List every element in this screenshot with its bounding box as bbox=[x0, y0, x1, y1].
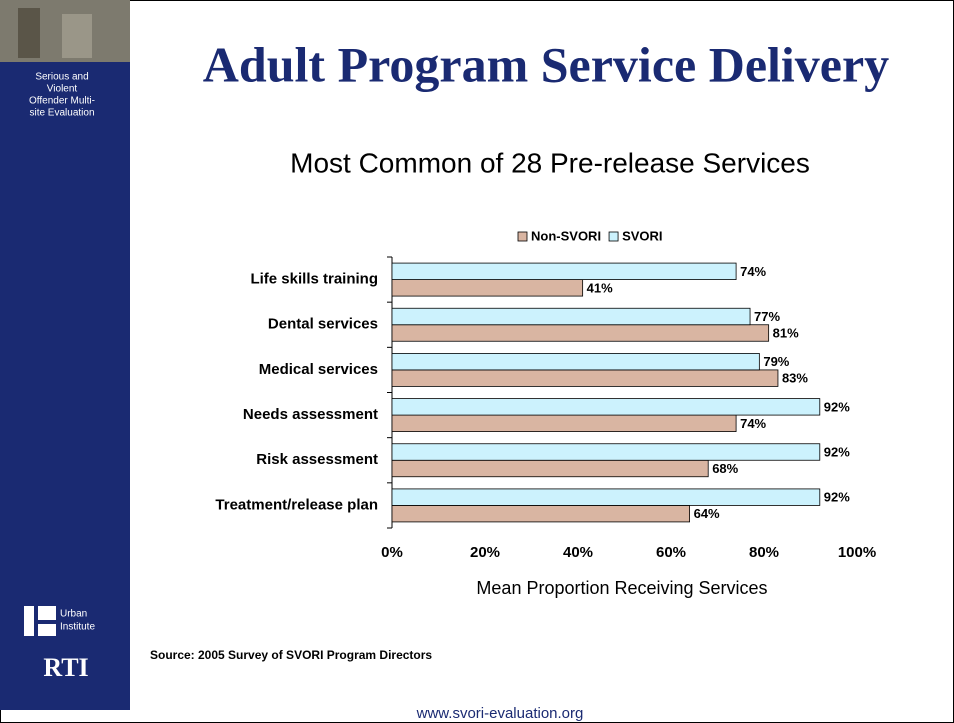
bar bbox=[391, 324, 770, 342]
x-tick-label: 60% bbox=[656, 544, 686, 561]
source: Source: 2005 Survey of SVORI Program Dir… bbox=[150, 648, 432, 662]
urban-logo-detail bbox=[38, 620, 56, 624]
sidebar-text: site Evaluation bbox=[29, 108, 94, 119]
footer-url: www.svori-evaluation.org bbox=[416, 705, 584, 722]
x-tick-label: 80% bbox=[749, 544, 779, 561]
category-label: Dental services bbox=[268, 316, 378, 333]
value-label: 83% bbox=[782, 371, 808, 386]
value-label: 92% bbox=[824, 399, 850, 414]
legend-swatch bbox=[517, 231, 528, 242]
value-label: 41% bbox=[587, 280, 613, 295]
category-label: Life skills training bbox=[250, 271, 378, 288]
bar bbox=[391, 443, 821, 461]
sidebar-text: Serious and bbox=[35, 72, 88, 83]
category-label: Medical services bbox=[259, 361, 378, 378]
bar bbox=[391, 307, 751, 326]
bar bbox=[391, 369, 779, 387]
photo-detail bbox=[62, 14, 92, 58]
urban-logo-detail bbox=[34, 606, 38, 636]
sidebar-text: Violent bbox=[47, 84, 78, 95]
x-tick-label: 20% bbox=[470, 544, 500, 561]
slide-title: Adult Program Service Delivery bbox=[203, 36, 889, 92]
value-label: 92% bbox=[824, 490, 850, 505]
urban-text: Urban bbox=[60, 609, 87, 620]
value-label: 79% bbox=[763, 354, 789, 369]
photo-detail bbox=[18, 8, 40, 58]
value-label: 68% bbox=[712, 461, 738, 476]
sidebar-text: Offender Multi- bbox=[29, 96, 95, 107]
value-label: 64% bbox=[694, 506, 720, 521]
category-label: Treatment/release plan bbox=[215, 496, 378, 513]
chart-subtitle: Most Common of 28 Pre-release Services bbox=[290, 147, 810, 178]
x-tick-label: 40% bbox=[563, 544, 593, 561]
value-label: 92% bbox=[824, 444, 850, 459]
bar bbox=[391, 505, 691, 523]
value-label: 81% bbox=[773, 325, 799, 340]
rti-logo: RTI bbox=[43, 653, 88, 682]
sidebar bbox=[0, 0, 130, 710]
bar bbox=[391, 279, 584, 297]
bar bbox=[391, 353, 760, 371]
legend-swatch bbox=[608, 231, 619, 242]
bar bbox=[391, 488, 821, 506]
value-label: 77% bbox=[754, 309, 780, 324]
x-tick-label: 100% bbox=[838, 544, 876, 561]
category-label: Needs assessment bbox=[243, 406, 378, 423]
urban-text: Institute bbox=[60, 622, 95, 633]
legend-label: SVORI bbox=[622, 228, 662, 243]
x-axis-title: Mean Proportion Receiving Services bbox=[476, 578, 767, 598]
category-label: Risk assessment bbox=[256, 451, 378, 468]
value-label: 74% bbox=[740, 416, 766, 431]
bar bbox=[391, 414, 737, 432]
bar bbox=[391, 398, 821, 416]
x-tick-label: 0% bbox=[381, 544, 403, 561]
legend-label: Non-SVORI bbox=[531, 228, 601, 243]
value-label: 74% bbox=[740, 264, 766, 279]
bar bbox=[391, 262, 737, 280]
bar bbox=[391, 459, 709, 478]
